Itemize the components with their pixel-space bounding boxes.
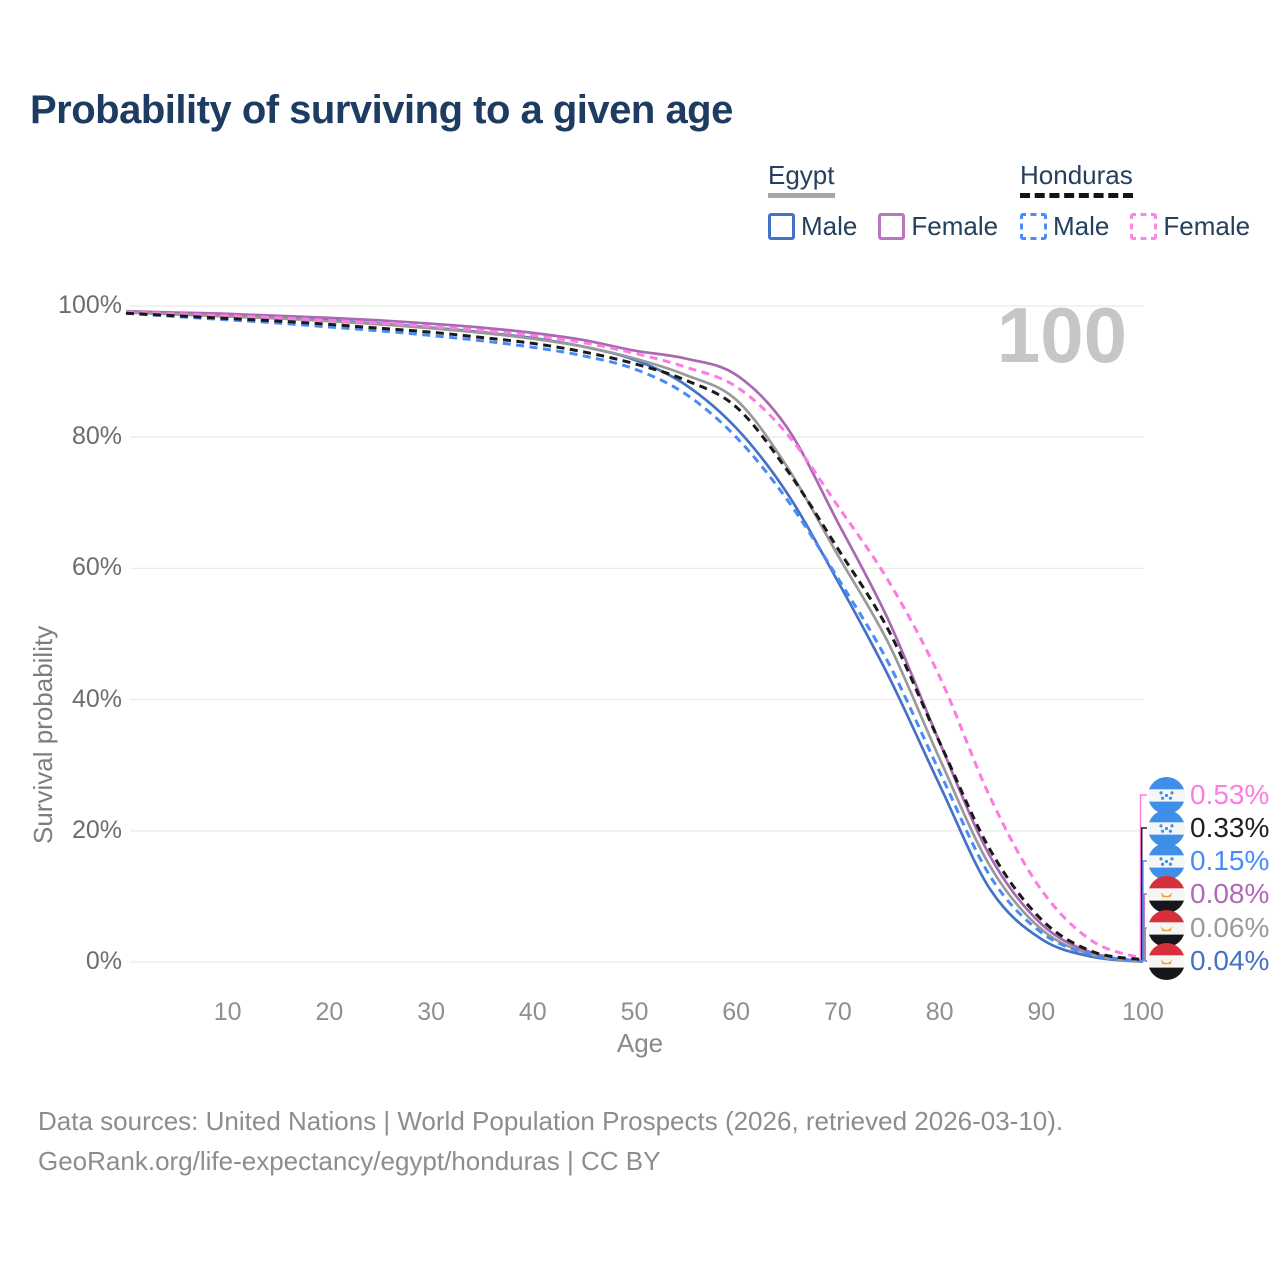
end-label-value: 0.53% xyxy=(1190,779,1270,810)
x-tick-label: 50 xyxy=(620,998,649,1026)
end-label-value: 0.06% xyxy=(1190,912,1270,943)
egypt-flag-icon xyxy=(1148,942,1185,980)
x-tick-label: 70 xyxy=(823,998,852,1026)
end-label-connector-egypt_both xyxy=(1144,927,1147,962)
legend-label-egypt-female[interactable]: Female xyxy=(911,211,999,241)
y-tick-label: 60% xyxy=(71,553,122,582)
footer-sources: Data sources: United Nations | World Pop… xyxy=(38,1106,1064,1136)
y-tick-label: 0% xyxy=(85,947,122,975)
end-label-row-egypt_both: 0.06% xyxy=(1148,909,1270,947)
honduras-flag-icon xyxy=(1148,776,1185,814)
legend-country-honduras[interactable]: Honduras xyxy=(1020,160,1133,198)
end-label-row-egypt_female: 0.08% xyxy=(1148,875,1270,913)
legend-group-honduras: Honduras Male Female xyxy=(1020,160,1250,242)
x-tick-label: 30 xyxy=(417,998,445,1026)
survival-curve-egypt_both[interactable] xyxy=(125,311,1144,963)
end-label-connector-egypt_female xyxy=(1143,893,1147,962)
legend-label-honduras-female[interactable]: Female xyxy=(1163,211,1251,241)
y-axis-title: Survival probability xyxy=(28,625,58,844)
survival-curve-egypt_female[interactable] xyxy=(125,309,1144,963)
x-tick-label: 90 xyxy=(1027,998,1056,1026)
survival-curve-honduras_female[interactable] xyxy=(125,310,1144,960)
y-tick-label: 80% xyxy=(71,422,122,451)
egypt-flag-icon xyxy=(1148,909,1185,947)
y-tick-label: 20% xyxy=(71,815,122,844)
end-label-connector-egypt_male xyxy=(1145,960,1148,962)
legend-label-honduras-male[interactable]: Male xyxy=(1053,211,1110,241)
page-title: Probability of surviving to a given age xyxy=(30,88,733,132)
legend-group-egypt: Egypt Male Female xyxy=(768,160,998,242)
x-tick-label: 80 xyxy=(925,998,954,1026)
footer-attribution: GeoRank.org/life-expectancy/egypt/hondur… xyxy=(38,1146,661,1176)
age-counter-watermark: 100 xyxy=(996,291,1127,379)
end-label-value: 0.08% xyxy=(1190,878,1270,909)
honduras-flag-icon xyxy=(1148,809,1185,847)
end-label-row-honduras_female: 0.53% xyxy=(1148,776,1270,814)
legend-swatch-honduras-male[interactable] xyxy=(1020,213,1047,240)
honduras-flag-icon xyxy=(1148,842,1185,880)
survival-curve-honduras_both[interactable] xyxy=(125,311,1144,962)
end-label-connector-honduras_male xyxy=(1142,860,1147,961)
x-tick-label: 60 xyxy=(722,998,751,1026)
x-tick-label: 40 xyxy=(518,998,547,1026)
end-label-value: 0.15% xyxy=(1190,845,1270,876)
x-tick-label: 20 xyxy=(315,998,344,1026)
end-label-row-honduras_both: 0.33% xyxy=(1148,809,1270,847)
survival-curve-honduras_male[interactable] xyxy=(125,311,1144,963)
legend-swatch-honduras-female[interactable] xyxy=(1130,213,1158,240)
x-axis-title: Age xyxy=(616,1028,664,1058)
legend-swatch-egypt-male[interactable] xyxy=(768,213,795,240)
x-tick-label: 10 xyxy=(213,998,242,1026)
legend-swatch-egypt-female[interactable] xyxy=(878,213,906,240)
legend-country-egypt[interactable]: Egypt xyxy=(768,160,835,198)
legend-row-honduras: Male Female xyxy=(1020,211,1250,242)
end-label-value: 0.33% xyxy=(1190,812,1270,843)
egypt-flag-icon xyxy=(1148,875,1185,913)
legend-label-egypt-male[interactable]: Male xyxy=(801,211,858,241)
end-label-row-egypt_male: 0.04% xyxy=(1148,942,1270,980)
end-label-value: 0.04% xyxy=(1190,945,1270,976)
end-label-row-honduras_male: 0.15% xyxy=(1148,842,1270,880)
end-label-connector-honduras_both xyxy=(1140,827,1147,960)
y-tick-label: 100% xyxy=(58,291,122,319)
x-tick-label: 100 xyxy=(1122,998,1164,1026)
legend-row-egypt: Male Female xyxy=(768,211,998,242)
y-tick-label: 40% xyxy=(71,684,122,713)
end-label-connector-honduras_female xyxy=(1139,794,1147,959)
